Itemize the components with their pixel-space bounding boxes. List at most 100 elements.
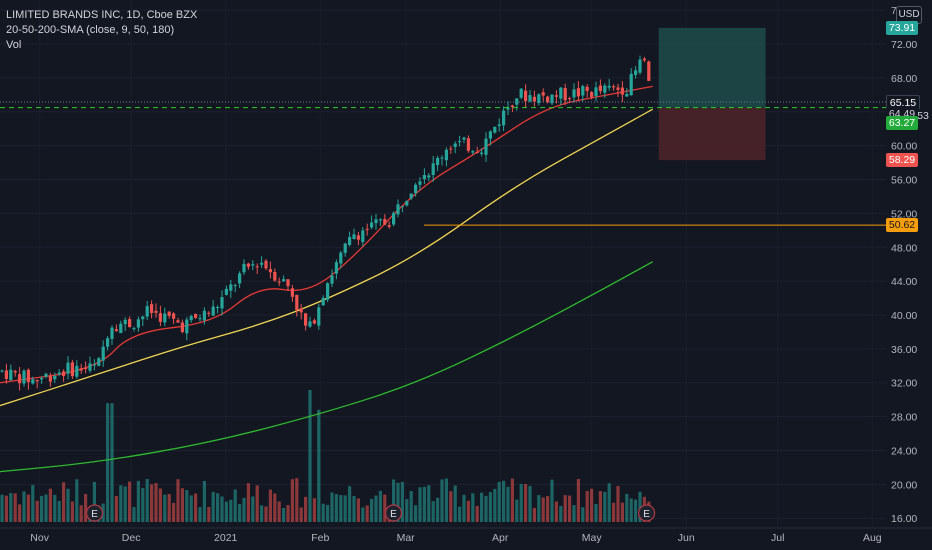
position-zones[interactable] — [658, 27, 766, 161]
x-tick-label: Jun — [678, 532, 695, 544]
candle-body — [572, 89, 576, 98]
candle-body — [387, 225, 391, 227]
target-zone[interactable] — [658, 27, 766, 108]
candle-body — [506, 107, 510, 110]
candle-body — [458, 141, 462, 143]
y-tick-label: 28.00 — [891, 412, 917, 424]
volume-bar — [207, 507, 211, 522]
candle-body — [238, 273, 242, 284]
volume-bar — [57, 500, 61, 522]
volume-bar — [194, 493, 198, 522]
candle-body — [255, 266, 259, 268]
sma-indicator-label[interactable]: 20-50-200-SMA (close, 9, 50, 180) — [6, 24, 175, 36]
candle-body — [132, 328, 136, 330]
volume-bar — [13, 493, 17, 522]
candle-body — [282, 279, 286, 282]
candle-body — [378, 219, 382, 221]
volume-bar — [277, 501, 281, 522]
volume-bar — [524, 483, 528, 522]
candle-body — [312, 320, 316, 324]
y-tick-label: 52.00 — [891, 208, 917, 220]
price-lines[interactable] — [0, 101, 886, 226]
candle-body — [128, 319, 132, 328]
candle-body — [436, 158, 440, 166]
volume-bar — [321, 503, 325, 522]
volume-bar — [550, 479, 554, 522]
candle-body — [502, 110, 506, 126]
candle-body — [625, 94, 629, 97]
candle-body — [568, 98, 572, 100]
candle-body — [321, 297, 325, 306]
time-axis[interactable]: Nov Dec 2021 Feb Mar Apr May Jun Jul Aug — [0, 527, 932, 550]
candle-body — [440, 157, 444, 159]
y-tick-label: 32.00 — [891, 378, 917, 390]
volume-bar — [0, 494, 4, 522]
volume-bar — [286, 505, 290, 522]
candle-body — [510, 105, 514, 108]
candle-body — [616, 87, 620, 90]
candle-body — [559, 87, 563, 99]
bid-price-label: 63.27 — [886, 115, 918, 130]
candle-body — [88, 363, 92, 371]
volume-bar — [123, 486, 127, 522]
candle-body — [136, 319, 140, 328]
volume-bar — [150, 484, 154, 522]
volume-bar — [444, 478, 448, 522]
candle-body — [563, 88, 567, 101]
volume-bar — [176, 479, 180, 522]
candle-body — [550, 94, 554, 104]
candle-body — [365, 228, 369, 230]
x-tick-label: 2021 — [214, 532, 238, 544]
volume-bar — [440, 479, 444, 522]
volume-bar — [572, 505, 576, 522]
volume-bar — [343, 495, 347, 522]
volume-bar — [405, 499, 409, 522]
volume-bar — [493, 488, 497, 522]
sma-line-sma-50 — [0, 108, 654, 407]
earnings-marker-label: E — [390, 509, 397, 520]
candle-body — [66, 362, 70, 374]
x-tick-label: Apr — [492, 532, 509, 544]
volume-bar — [422, 486, 426, 522]
volume-bar — [44, 494, 48, 522]
candle-body — [497, 124, 501, 127]
volume-bar — [224, 501, 228, 522]
candle-body — [0, 370, 4, 372]
volume-bar — [75, 479, 79, 522]
candle-body — [598, 85, 602, 92]
candle-body — [383, 218, 387, 225]
volume-bar — [246, 483, 250, 522]
candle-body — [594, 87, 598, 97]
price-axis[interactable]: 76.0072.0068.0064.0060.0056.0052.0048.00… — [886, 0, 932, 528]
volume-bar — [409, 491, 413, 522]
candle-body — [427, 175, 431, 178]
volume-bar — [260, 505, 264, 522]
volume-bar — [546, 496, 550, 522]
candle-body — [471, 151, 475, 153]
earnings-marker[interactable] — [637, 504, 656, 522]
volume-bar — [334, 494, 338, 522]
volume-indicator-label[interactable]: Vol — [6, 39, 22, 51]
volume-bar — [510, 478, 514, 522]
volume-bar — [326, 504, 330, 522]
candle-body — [242, 263, 246, 273]
stop-zone[interactable] — [658, 107, 766, 161]
volume-bar — [62, 482, 66, 522]
earnings-marker[interactable] — [384, 504, 403, 522]
volume-bar — [436, 497, 440, 522]
candle-body — [216, 307, 220, 309]
symbol-title[interactable]: LIMITED BRANDS INC, 1D, Cboe BZX — [6, 9, 198, 21]
candle-body — [488, 131, 492, 139]
volume-bar — [400, 481, 404, 522]
volume-bar — [638, 491, 642, 522]
volume-bar — [31, 484, 35, 522]
candle-body — [295, 294, 299, 311]
earnings-marker[interactable] — [85, 504, 104, 522]
candle-body — [277, 281, 281, 283]
volume-bar — [348, 486, 352, 522]
candle-body — [374, 219, 378, 224]
volume-bar — [515, 499, 519, 522]
volume-bar — [488, 492, 492, 522]
